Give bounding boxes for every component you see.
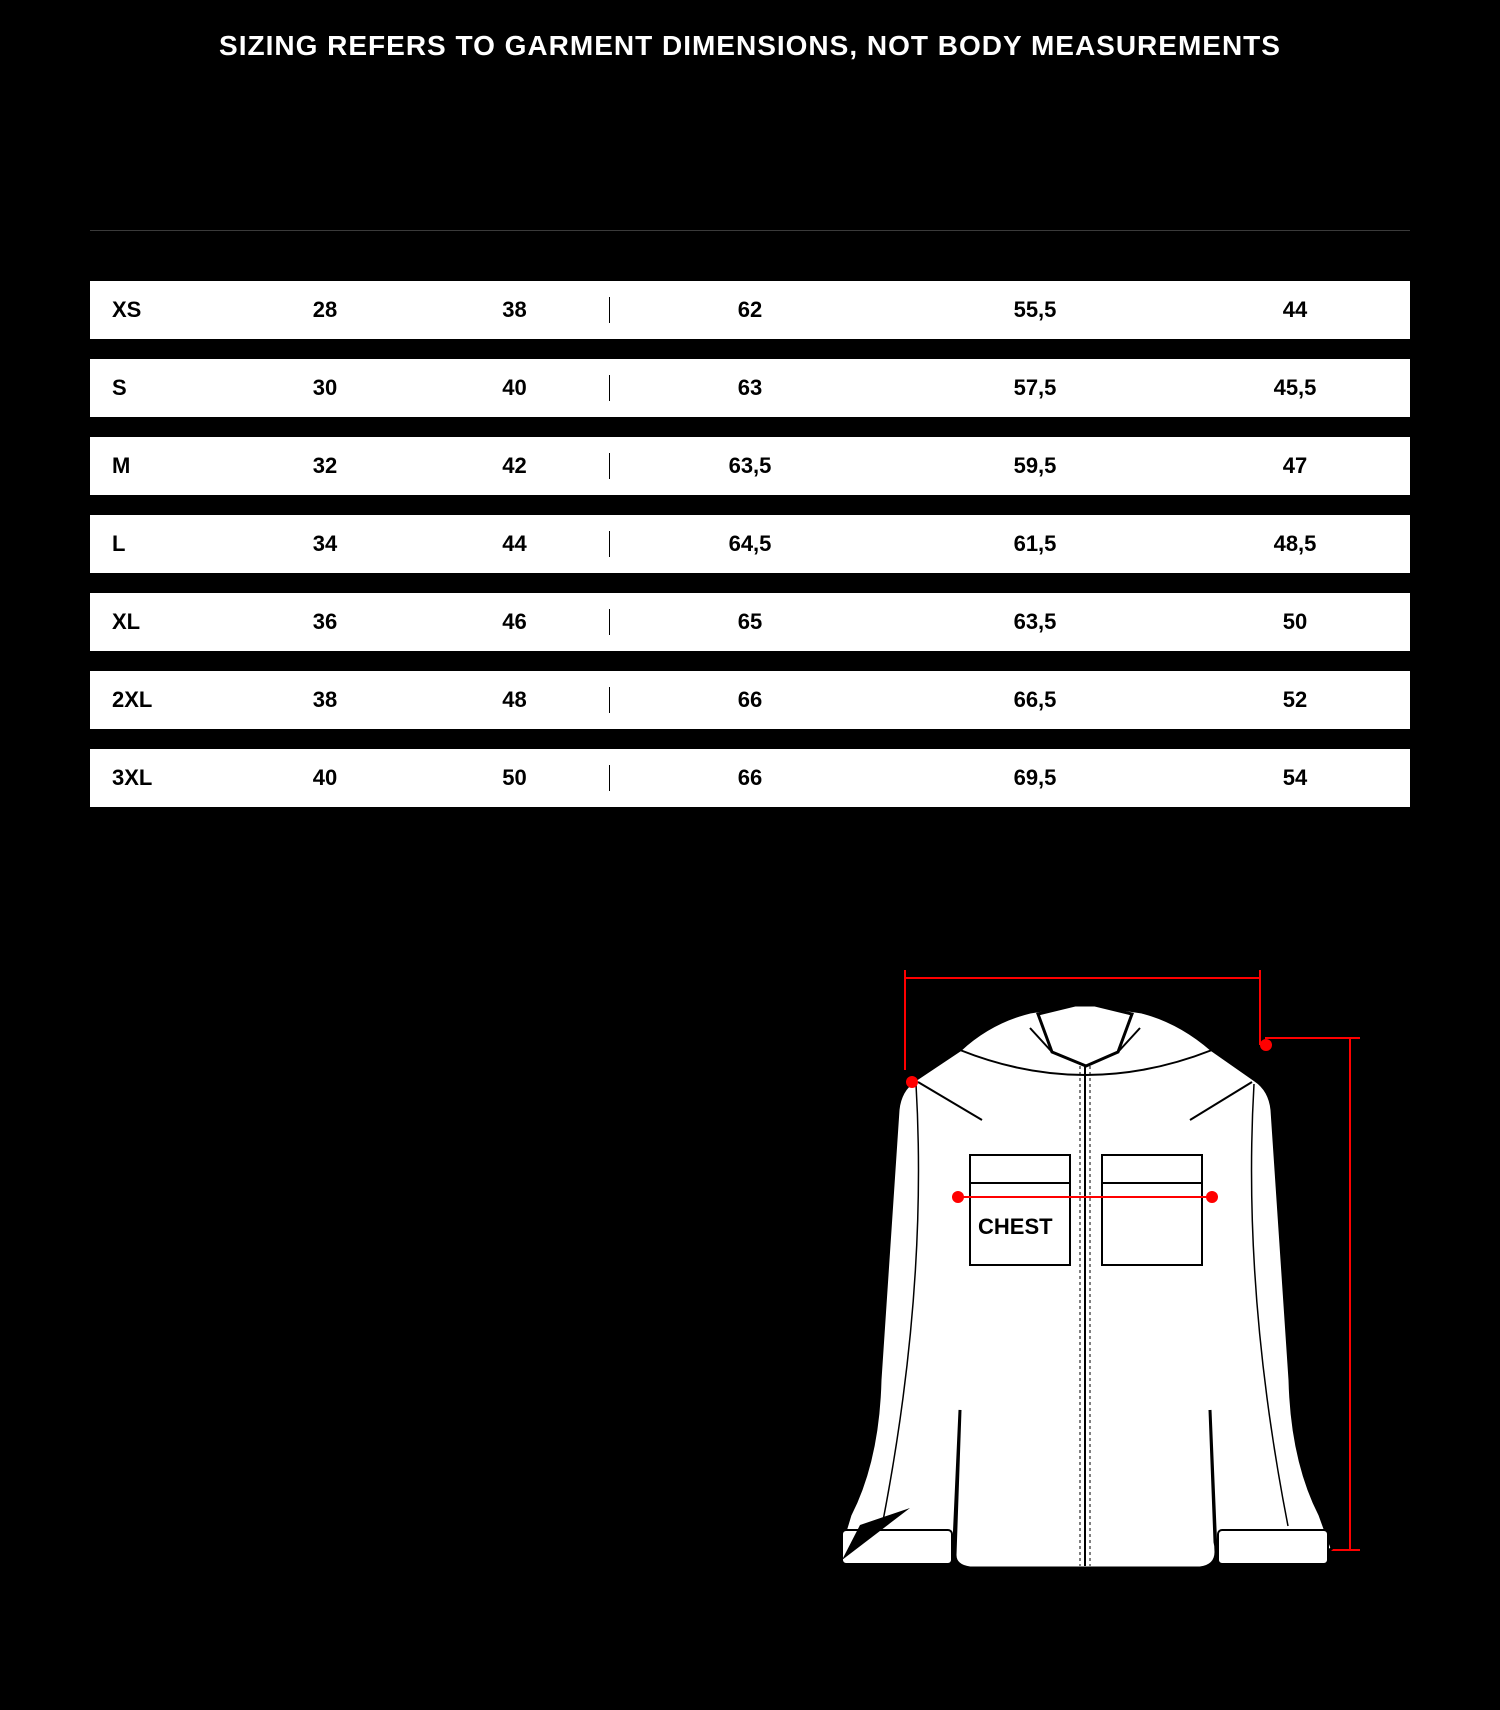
garment-icon [840, 1005, 1332, 1568]
cell-col2: 48 [420, 687, 610, 713]
cell-col2: 42 [420, 453, 610, 479]
cell-size: L [90, 531, 230, 557]
cell-col5: 52 [1180, 687, 1410, 713]
table-row: S30406357,545,5 [90, 359, 1410, 417]
table-row: XL36466563,550 [90, 593, 1410, 651]
cell-col2: 38 [420, 297, 610, 323]
cell-col1: 32 [230, 453, 420, 479]
cell-col2: 46 [420, 609, 610, 635]
table-row: XS28386255,544 [90, 281, 1410, 339]
cell-col2: 50 [420, 765, 610, 791]
size-table: XS28386255,544S30406357,545,5M324263,559… [90, 230, 1410, 807]
cell-size: M [90, 453, 230, 479]
cell-col1: 40 [230, 765, 420, 791]
cell-col5: 47 [1180, 453, 1410, 479]
cell-col5: 44 [1180, 297, 1410, 323]
cell-col1: 30 [230, 375, 420, 401]
table-row: L344464,561,548,5 [90, 515, 1410, 573]
cell-size: 2XL [90, 687, 230, 713]
cell-col5: 54 [1180, 765, 1410, 791]
diagram-label-chest: CHEST [978, 1214, 1053, 1239]
table-row: 3XL40506669,554 [90, 749, 1410, 807]
cell-size: XL [90, 609, 230, 635]
cell-size: 3XL [90, 765, 230, 791]
page-title: SIZING REFERS TO GARMENT DIMENSIONS, NOT… [0, 30, 1500, 62]
cell-col3: 63,5 [610, 453, 890, 479]
cell-col3: 66 [610, 687, 890, 713]
table-row: 2XL38486666,552 [90, 671, 1410, 729]
cell-col2: 44 [420, 531, 610, 557]
cell-col3: 66 [610, 765, 890, 791]
cell-col5: 48,5 [1180, 531, 1410, 557]
cell-col4: 63,5 [890, 609, 1180, 635]
cell-col3: 65 [610, 609, 890, 635]
divider-top [90, 230, 1410, 231]
cell-col4: 69,5 [890, 765, 1180, 791]
cell-size: S [90, 375, 230, 401]
table-row: M324263,559,547 [90, 437, 1410, 495]
cell-col4: 57,5 [890, 375, 1180, 401]
cell-col1: 34 [230, 531, 420, 557]
cell-col5: 50 [1180, 609, 1410, 635]
cell-col4: 55,5 [890, 297, 1180, 323]
cell-col2: 40 [420, 375, 610, 401]
cell-col1: 28 [230, 297, 420, 323]
cell-col4: 66,5 [890, 687, 1180, 713]
garment-diagram: CHEST [820, 950, 1380, 1600]
cell-col1: 38 [230, 687, 420, 713]
cell-size: XS [90, 297, 230, 323]
cell-col1: 36 [230, 609, 420, 635]
cell-col3: 64,5 [610, 531, 890, 557]
cell-col4: 61,5 [890, 531, 1180, 557]
cell-col3: 62 [610, 297, 890, 323]
cell-col4: 59,5 [890, 453, 1180, 479]
cell-col5: 45,5 [1180, 375, 1410, 401]
cell-col3: 63 [610, 375, 890, 401]
